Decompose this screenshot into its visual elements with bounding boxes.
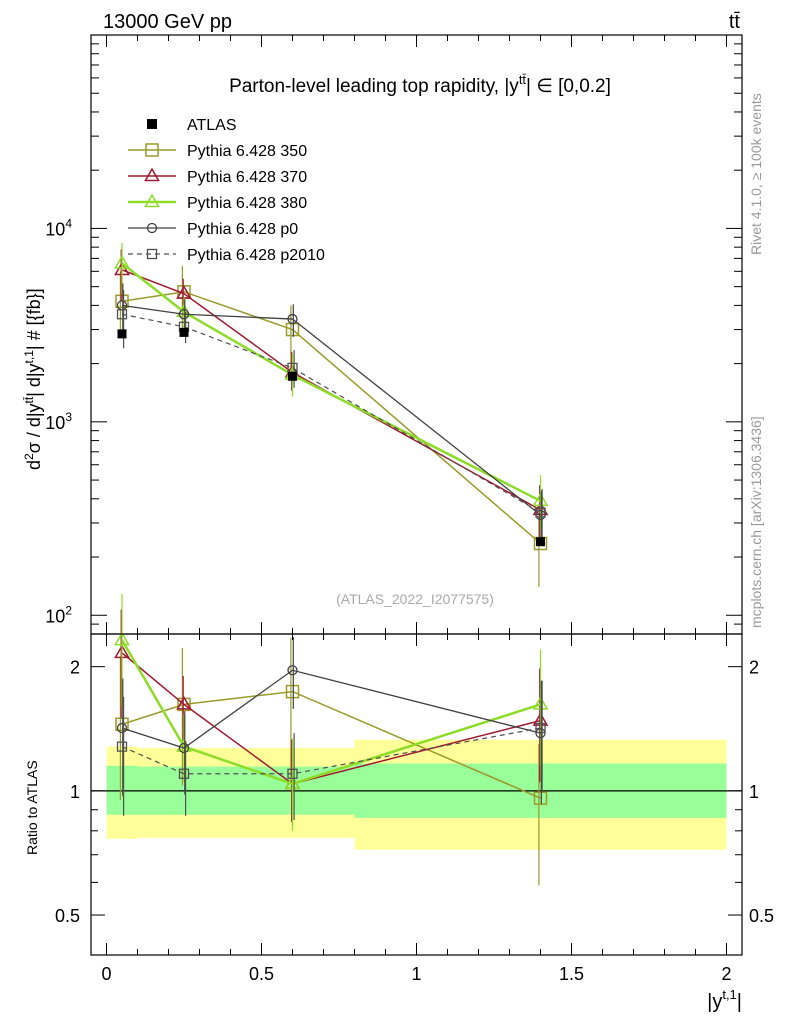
x-tick-label-4: 2 [721, 964, 731, 984]
series-3-point-2 [287, 313, 298, 325]
process-label: tt̄ [729, 11, 741, 33]
series-4-ratio-point-1 [178, 768, 190, 779]
atlas-point-2 [288, 371, 297, 381]
series-0-point-0 [115, 294, 129, 309]
legend-marker-4 [146, 248, 158, 260]
y-tick-label-main-1: 103 [45, 410, 72, 433]
y-tick-label-main-0: 102 [45, 603, 72, 626]
legend-marker-3 [146, 222, 158, 234]
series-3-ratio [116, 637, 546, 804]
legend-label-3: Pythia 6.428 p0 [187, 221, 298, 238]
rivet-label: Rivet 4.1.0, ≥ 100k events [748, 93, 764, 255]
y-axis-label-main: d2σ / d|ytt̄| d|yt,1| # [{fb}] [22, 288, 44, 470]
y-tick-label-ratio-right-2: 2 [749, 658, 759, 678]
series-3-ratio-point-1 [178, 742, 190, 754]
chart-title-sup: tt̄ [519, 72, 527, 87]
legend-label-1: Pythia 6.428 370 [187, 169, 307, 186]
x-tick-label-0: 0 [101, 964, 111, 984]
series-1-ratio-line [121, 652, 541, 785]
series-4-ratio-point-2 [287, 768, 298, 779]
series-0-ratio-point-3 [533, 791, 548, 805]
series-3-line [121, 304, 541, 516]
legend-label-atlas: ATLAS [187, 117, 237, 134]
legend-label-0: Pythia 6.428 350 [187, 143, 307, 160]
main-panel: 102 103 104 [45, 34, 743, 635]
series-2-point-0 [114, 254, 130, 269]
y-axis-label-ratio: Ratio to ATLAS [24, 760, 40, 855]
y-tick-label-ratio-left-1: 1 [70, 782, 80, 802]
series-3-ratio-point-0 [116, 722, 128, 734]
atlas-point-3 [536, 537, 545, 547]
x-tick-label-3: 1.5 [559, 964, 584, 984]
y-tick-label-ratio-left-2: 2 [70, 658, 80, 678]
series-2-point-3 [532, 492, 549, 507]
x-tick-label-2: 1 [411, 964, 421, 984]
series-0-ratio-point-0 [115, 717, 129, 732]
series-4-ratio-line [121, 727, 541, 775]
series-2-ratio-point-2 [284, 775, 301, 790]
series-4-point-3 [535, 507, 546, 518]
legend: ATLAS Pythia 6.428 350 Pythia 6.428 370 Pyt… [128, 117, 325, 264]
series-4-ratio [116, 680, 546, 820]
series-4-main [116, 290, 546, 540]
atlas-point-1 [179, 327, 189, 337]
x-axis-label: |yt,1| [707, 987, 742, 1013]
series-4-point-0 [116, 309, 128, 320]
series-2-line [121, 262, 542, 503]
mcplots-label: mcplots.cern.ch [arXiv:1306.3436] [748, 416, 764, 628]
y-tick-label-ratio-right-1: 1 [749, 782, 759, 802]
legend-marker-0 [145, 143, 159, 157]
series-3-ratio-point-2 [287, 665, 298, 676]
series-4-ratio-point-0 [116, 741, 128, 752]
legend-label-4: Pythia 6.428 p2010 [187, 247, 325, 264]
legend-marker-2 [144, 193, 160, 208]
atlas-point-0 [117, 329, 127, 339]
y-tick-label-main-2: 104 [45, 216, 72, 239]
beam-label: 13000 GeV pp [103, 11, 232, 33]
x-tick-label-1: 0.5 [249, 964, 274, 984]
series-1-line [121, 269, 541, 511]
y-tick-label-ratio-left-0: 0.5 [55, 906, 80, 926]
chart-title: Parton-level leading top rapidity, |ytt̄… [229, 72, 611, 97]
legend-marker-atlas [147, 119, 157, 129]
ratio-panel: 0 0.5 1 1.5 2 0.5 0.5 1 1 2 2 [55, 594, 774, 984]
legend-marker-1 [144, 167, 160, 182]
series-1-ratio-point-1 [176, 696, 192, 710]
series-4-ratio-point-3 [535, 722, 546, 734]
chart-title-tail: | ∈ [0,0.2] [526, 76, 611, 97]
series-3-ratio-line [121, 669, 541, 749]
y-tick-label-ratio-right-0: 0.5 [749, 906, 774, 926]
series-1-ratio [114, 609, 549, 823]
series-0-ratio-point-2 [285, 684, 300, 699]
x-axis-label-sup: t,1 [722, 987, 736, 1002]
series-2-ratio-point-3 [532, 696, 549, 710]
atlas-data [117, 327, 545, 547]
x-axis-label-main: |y [707, 991, 722, 1013]
chart-title-main: Parton-level leading top rapidity, |y [229, 76, 519, 97]
series-4-line [121, 313, 541, 513]
x-axis-label-tail: | [737, 991, 742, 1013]
series-2-ratio-line [120, 639, 541, 786]
analysis-label: (ATLAS_2022_I2077575) [336, 591, 494, 607]
legend-label-2: Pythia 6.428 380 [187, 195, 307, 212]
series-3-point-1 [178, 309, 190, 320]
series-2-ratio-point-0 [114, 631, 130, 646]
